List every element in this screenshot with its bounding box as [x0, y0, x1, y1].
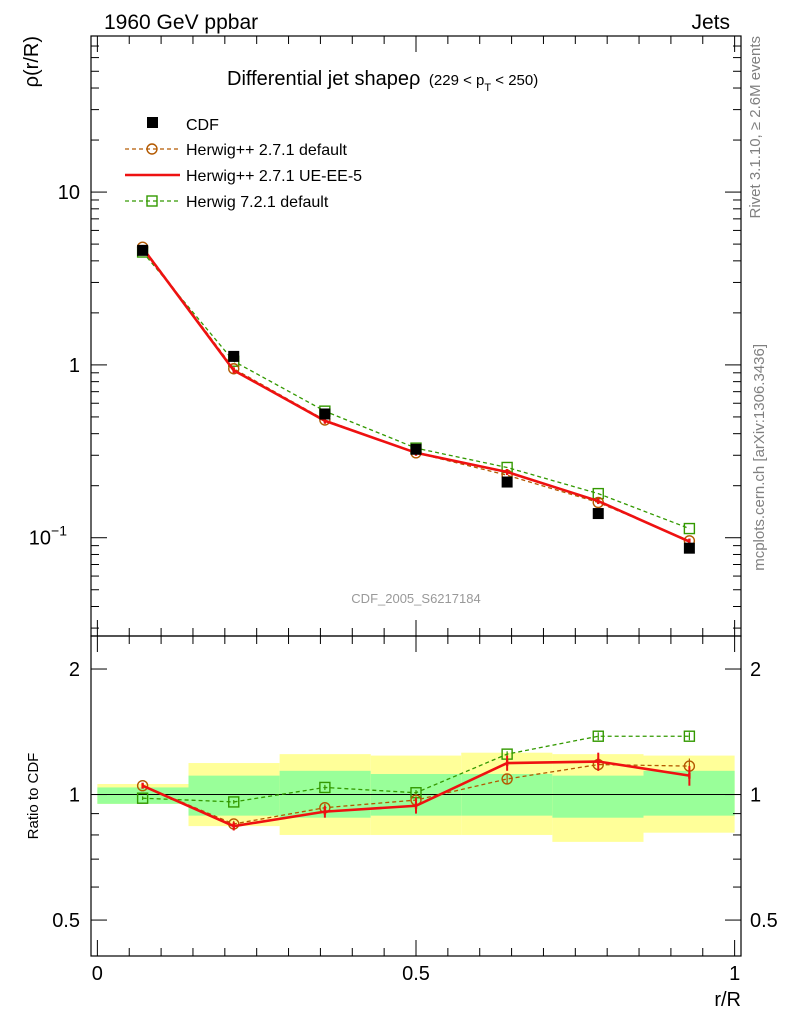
- analysis-watermark: CDF_2005_S6217184: [351, 591, 480, 606]
- ratio-herwig-7-2-1-default-point: [136, 792, 149, 804]
- ratio-herwig-7-2-1-default-point: [592, 730, 604, 742]
- mcplots-reference-label: mcplots.cern.ch [arXiv:1306.3436]: [751, 344, 768, 571]
- legend-herwigpp-default-marker: [146, 143, 158, 155]
- ratio-y-tick-label: 2: [69, 659, 80, 681]
- legend-cdf-label: CDF: [186, 117, 219, 134]
- legend: CDF Herwig++ 2.7.1 default Herwig++ 2.7.…: [125, 117, 362, 211]
- main-y-tick-label: 10: [58, 182, 80, 204]
- ratio-herwig-7-2-1-default-point: [683, 730, 696, 742]
- ratio-herwig-7-2-1-default-point: [228, 796, 240, 808]
- main-herwig-7-2-1-default-line: [142, 251, 690, 530]
- main-cdf-point: [410, 443, 422, 455]
- main-y-axis-label: ρ(r/R): [21, 36, 43, 87]
- legend-herwigpp-ueee5-label: Herwig++ 2.7.1 UE-EE-5: [186, 168, 362, 185]
- main-herwig-7-2-1-default-point: [683, 522, 696, 535]
- legend-herwigpp-default-label: Herwig++ 2.7.1 default: [186, 142, 348, 159]
- legend-herwig7-label: Herwig 7.2.1 default: [186, 194, 329, 211]
- ratio-panel-frame: [90, 635, 742, 957]
- header-left-label: 1960 GeV ppbar: [104, 11, 258, 34]
- legend-cdf-marker: [147, 117, 158, 128]
- main-herwig-2-7-1-default-point: [228, 363, 240, 375]
- ratio-inner-band: [552, 775, 644, 818]
- main-cdf-point: [228, 350, 240, 362]
- main-cdf-point: [501, 476, 513, 488]
- header-right-label: Jets: [691, 11, 730, 34]
- main-cdf-point: [137, 244, 149, 256]
- rivet-version-label: Rivet 3.1.10, ≥ 2.6M events: [747, 36, 764, 219]
- main-panel: 10 1 10−1 ρ(r/R) Differential jet shapeρ (…: [21, 35, 742, 637]
- ratio-herwig-2-7-1-default-point: [501, 773, 513, 785]
- main-y-tick-label: 1: [69, 355, 80, 377]
- ratio-y-axis-label: Ratio to CDF: [25, 753, 42, 840]
- ratio-y-tick-label-right: 0.5: [750, 910, 778, 932]
- x-tick-label: 1: [729, 963, 740, 985]
- main-title-range-post: < 250): [491, 72, 538, 89]
- ratio-y-tick-label: 0.5: [52, 910, 80, 932]
- main-y-tick-exponent: −1: [51, 523, 67, 539]
- ratio-y-tick-label-right: 1: [750, 785, 761, 807]
- ratio-y-tick-label-right: 2: [750, 659, 761, 681]
- ratio-herwig-7-2-1-default-point: [319, 781, 331, 794]
- ratio-panel: 2 2 1 1 0.5 0.5 0 0.5 1 Ratio to CDF r/R: [25, 635, 778, 1011]
- ratio-inner-band: [188, 775, 280, 816]
- main-cdf-point: [319, 408, 331, 420]
- ratio-herwig-2-7-1-default-point: [136, 780, 149, 792]
- x-tick-label: 0: [92, 963, 103, 985]
- x-axis-label: r/R: [714, 989, 741, 1011]
- x-tick-label: 0.5: [402, 963, 430, 985]
- main-y-tick-label: 10−1: [29, 523, 67, 550]
- main-title-text: Differential jet shapeρ: [227, 68, 420, 90]
- main-title-range-pre: (229 < p: [429, 72, 484, 89]
- main-title-range-sub: T: [484, 82, 491, 94]
- main-title: Differential jet shapeρ (229 < pT < 250): [227, 68, 538, 94]
- legend-herwig7-marker: [146, 195, 158, 207]
- ratio-y-tick-label: 1: [69, 785, 80, 807]
- main-cdf-point: [592, 508, 604, 520]
- main-cdf-point: [683, 542, 695, 554]
